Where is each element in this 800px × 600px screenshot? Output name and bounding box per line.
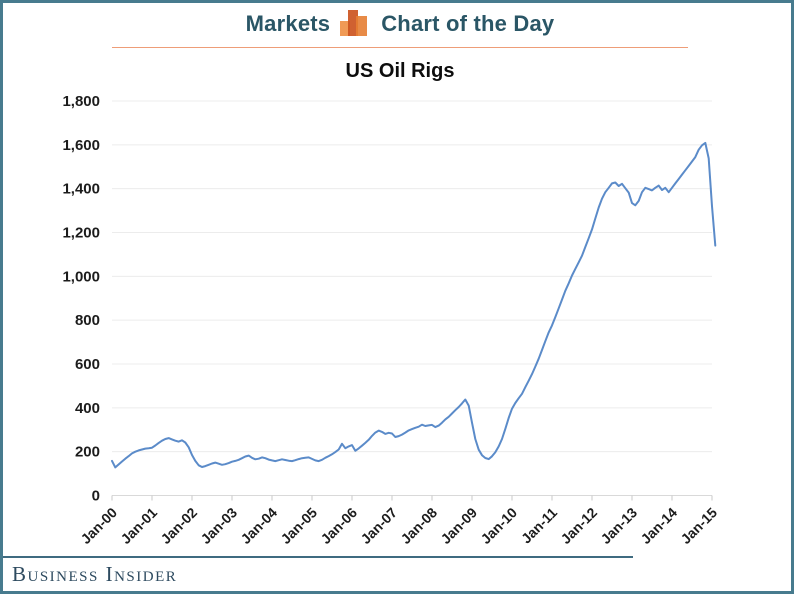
y-axis-tick-label: 200 [75,444,100,461]
footer-divider-rule [3,556,633,558]
header: Markets Chart of the Day [0,10,800,38]
x-axis-tick-label: Jan-09 [437,504,480,547]
x-axis-tick-label: Jan-06 [317,504,360,547]
y-axis-tick-label: 1,400 [62,181,100,198]
x-axis-tick-label: Jan-00 [77,504,120,547]
x-axis-tick-label: Jan-11 [518,504,560,546]
x-axis-tick-label: Jan-04 [237,504,280,547]
x-axis-tick-label: Jan-05 [277,504,320,547]
y-axis-tick-label: 1,000 [62,268,100,285]
y-axis-tick-label: 0 [92,488,100,505]
y-axis-tick-label: 400 [75,400,100,417]
x-axis-tick-label: Jan-01 [117,504,160,547]
y-axis-tick-label: 1,200 [62,225,100,242]
header-markets-label: Markets [245,11,331,36]
chart-title: US Oil Rigs [345,60,455,82]
header-divider-rule [112,47,688,48]
oil-rigs-data-line [111,141,717,469]
x-axis-tick-label: Jan-02 [157,504,200,547]
bar-chart-icon-bar-middle [348,10,359,36]
business-insider-logo: Business Insider [12,562,178,586]
y-axis-tick-label: 600 [75,356,100,373]
bar-chart-icon [340,10,371,38]
x-axis-tick-label: Jan-08 [397,504,440,547]
x-axis-tick-label: Jan-07 [357,504,400,547]
x-axis-tick-label: Jan-15 [677,504,720,547]
y-axis-tick-label: 1,600 [62,137,100,154]
x-axis-tick-label: Jan-03 [197,504,240,547]
y-axis-tick-label: 1,800 [62,93,100,110]
x-axis-tick-label: Jan-14 [637,504,680,547]
y-axis-tick-label: 800 [75,312,100,329]
x-axis-tick-label: Jan-12 [557,504,600,547]
x-axis-tick-label: Jan-13 [597,504,640,547]
bar-chart-icon-bar-left [340,21,351,36]
bar-chart-icon-bar-right [356,16,368,36]
header-chart-of-the-day-label: Chart of the Day [381,11,555,36]
x-axis-tick-label: Jan-10 [477,504,520,547]
